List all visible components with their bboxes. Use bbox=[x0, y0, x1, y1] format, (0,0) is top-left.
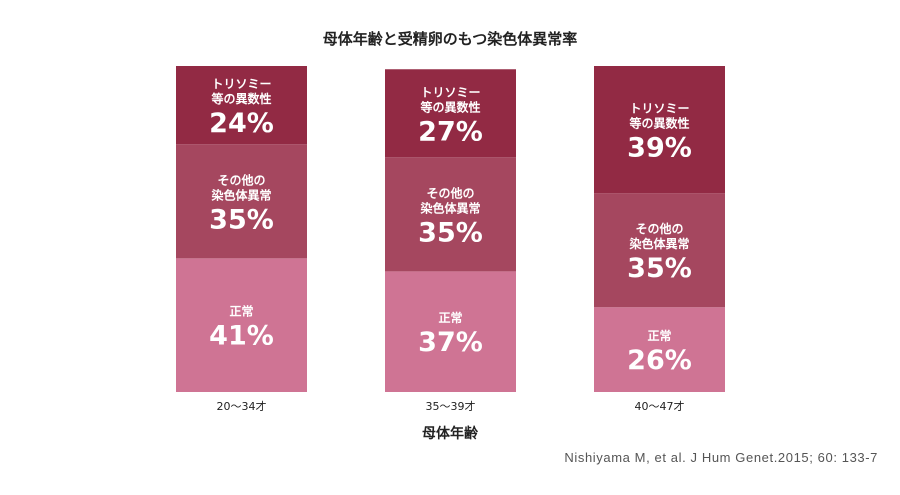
segment-label-2-2-1: 等の異数性 bbox=[628, 116, 689, 131]
segment-label-1-1-0: その他の bbox=[426, 185, 474, 200]
category-label-0: 20〜34才 bbox=[217, 399, 267, 413]
segment-label-1-0-0: 正常 bbox=[438, 310, 462, 325]
segment-value-2-2: 39% bbox=[627, 133, 692, 164]
segment-label-2-0-0: 正常 bbox=[647, 328, 671, 343]
segment-label-1-2-0: トリソミー bbox=[420, 85, 480, 99]
bar-segment-2-2 bbox=[594, 66, 725, 194]
segment-label-0-1-0: その他の bbox=[217, 172, 265, 187]
segment-label-1-1-1: 染色体異常 bbox=[419, 200, 480, 215]
category-label-1: 35〜39才 bbox=[426, 399, 476, 413]
segment-value-1-0: 37% bbox=[418, 327, 483, 358]
bar-segment-1-0 bbox=[385, 271, 516, 392]
bar-segment-1-1 bbox=[385, 157, 516, 272]
segment-label-2-1-1: 染色体異常 bbox=[628, 236, 689, 251]
bar-segment-0-2 bbox=[176, 66, 307, 145]
segment-label-2-2-0: トリソミー bbox=[629, 102, 689, 116]
segment-label-0-2-0: トリソミー bbox=[211, 77, 271, 91]
bar-segment-0-1 bbox=[176, 144, 307, 259]
bar-segment-1-2 bbox=[385, 69, 516, 158]
chart-title: 母体年齢と受精卵のもつ染色体異常率 bbox=[322, 30, 578, 48]
segment-value-2-0: 26% bbox=[627, 345, 692, 376]
category-label-2: 40〜47才 bbox=[635, 399, 685, 413]
segment-label-0-0-0: 正常 bbox=[229, 304, 253, 319]
segment-label-1-2-1: 等の異数性 bbox=[419, 99, 480, 114]
bar-segment-0-0 bbox=[176, 258, 307, 392]
segment-value-1-2: 27% bbox=[418, 116, 483, 147]
segment-value-1-1: 35% bbox=[418, 217, 483, 248]
segment-value-0-2: 24% bbox=[209, 108, 274, 139]
segment-label-0-2-1: 等の異数性 bbox=[210, 91, 271, 106]
x-axis-label: 母体年齢 bbox=[422, 426, 478, 442]
bar-segment-2-1 bbox=[594, 193, 725, 308]
segment-label-2-1-0: その他の bbox=[635, 221, 683, 236]
segment-value-0-1: 35% bbox=[209, 204, 274, 235]
bar-segment-2-0 bbox=[594, 307, 725, 392]
segment-value-2-1: 35% bbox=[627, 253, 692, 284]
segment-label-0-1-1: 染色体異常 bbox=[210, 187, 271, 202]
segment-value-0-0: 41% bbox=[209, 321, 274, 352]
citation: Nishiyama M, et al. J Hum Genet.2015; 60… bbox=[564, 450, 878, 465]
